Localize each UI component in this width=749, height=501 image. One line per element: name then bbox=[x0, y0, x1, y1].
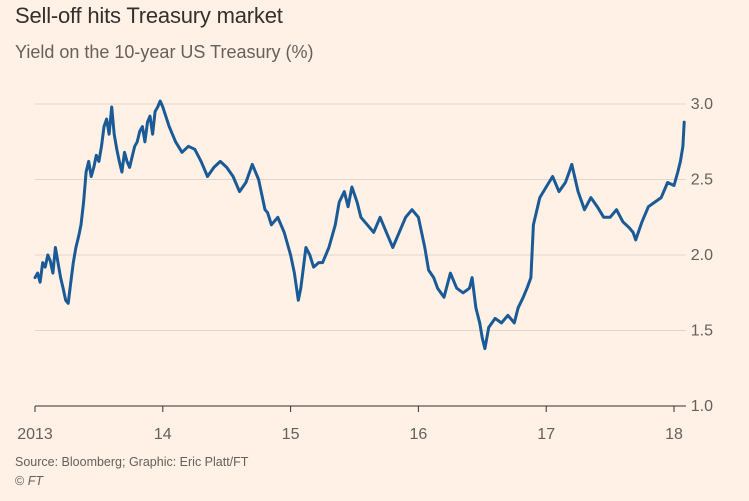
x-axis: 2013 14 15 16 17 18 bbox=[17, 406, 683, 443]
chart-title: Sell-off hits Treasury market bbox=[15, 3, 283, 28]
y-tick-label: 2.5 bbox=[691, 172, 713, 189]
source-note: Source: Bloomberg; Graphic: Eric Platt/F… bbox=[15, 455, 249, 469]
x-tick-label: 14 bbox=[154, 426, 172, 443]
grid-lines bbox=[35, 103, 686, 407]
y-tick-label: 3.0 bbox=[691, 96, 713, 113]
x-tick-label: 17 bbox=[537, 426, 555, 443]
series-layer bbox=[33, 99, 686, 351]
copyright-symbol: © bbox=[15, 474, 25, 488]
x-tick-label: 16 bbox=[410, 426, 428, 443]
ft-credit: © FT bbox=[15, 474, 43, 488]
y-tick-label: 1.0 bbox=[691, 398, 713, 415]
x-tick-label: 18 bbox=[665, 426, 683, 443]
y-tick-label: 2.0 bbox=[691, 247, 713, 264]
y-tick-label: 1.5 bbox=[691, 323, 713, 340]
ft-credit-text: FT bbox=[27, 474, 43, 488]
x-tick-label: 15 bbox=[282, 426, 300, 443]
series-line-treasury-yield bbox=[33, 99, 686, 351]
chart-subtitle: Yield on the 10-year US Treasury (%) bbox=[15, 42, 314, 62]
x-tick-label: 2013 bbox=[17, 426, 53, 443]
y-axis-labels: 1.0 1.5 2.0 2.5 3.0 bbox=[691, 96, 713, 415]
